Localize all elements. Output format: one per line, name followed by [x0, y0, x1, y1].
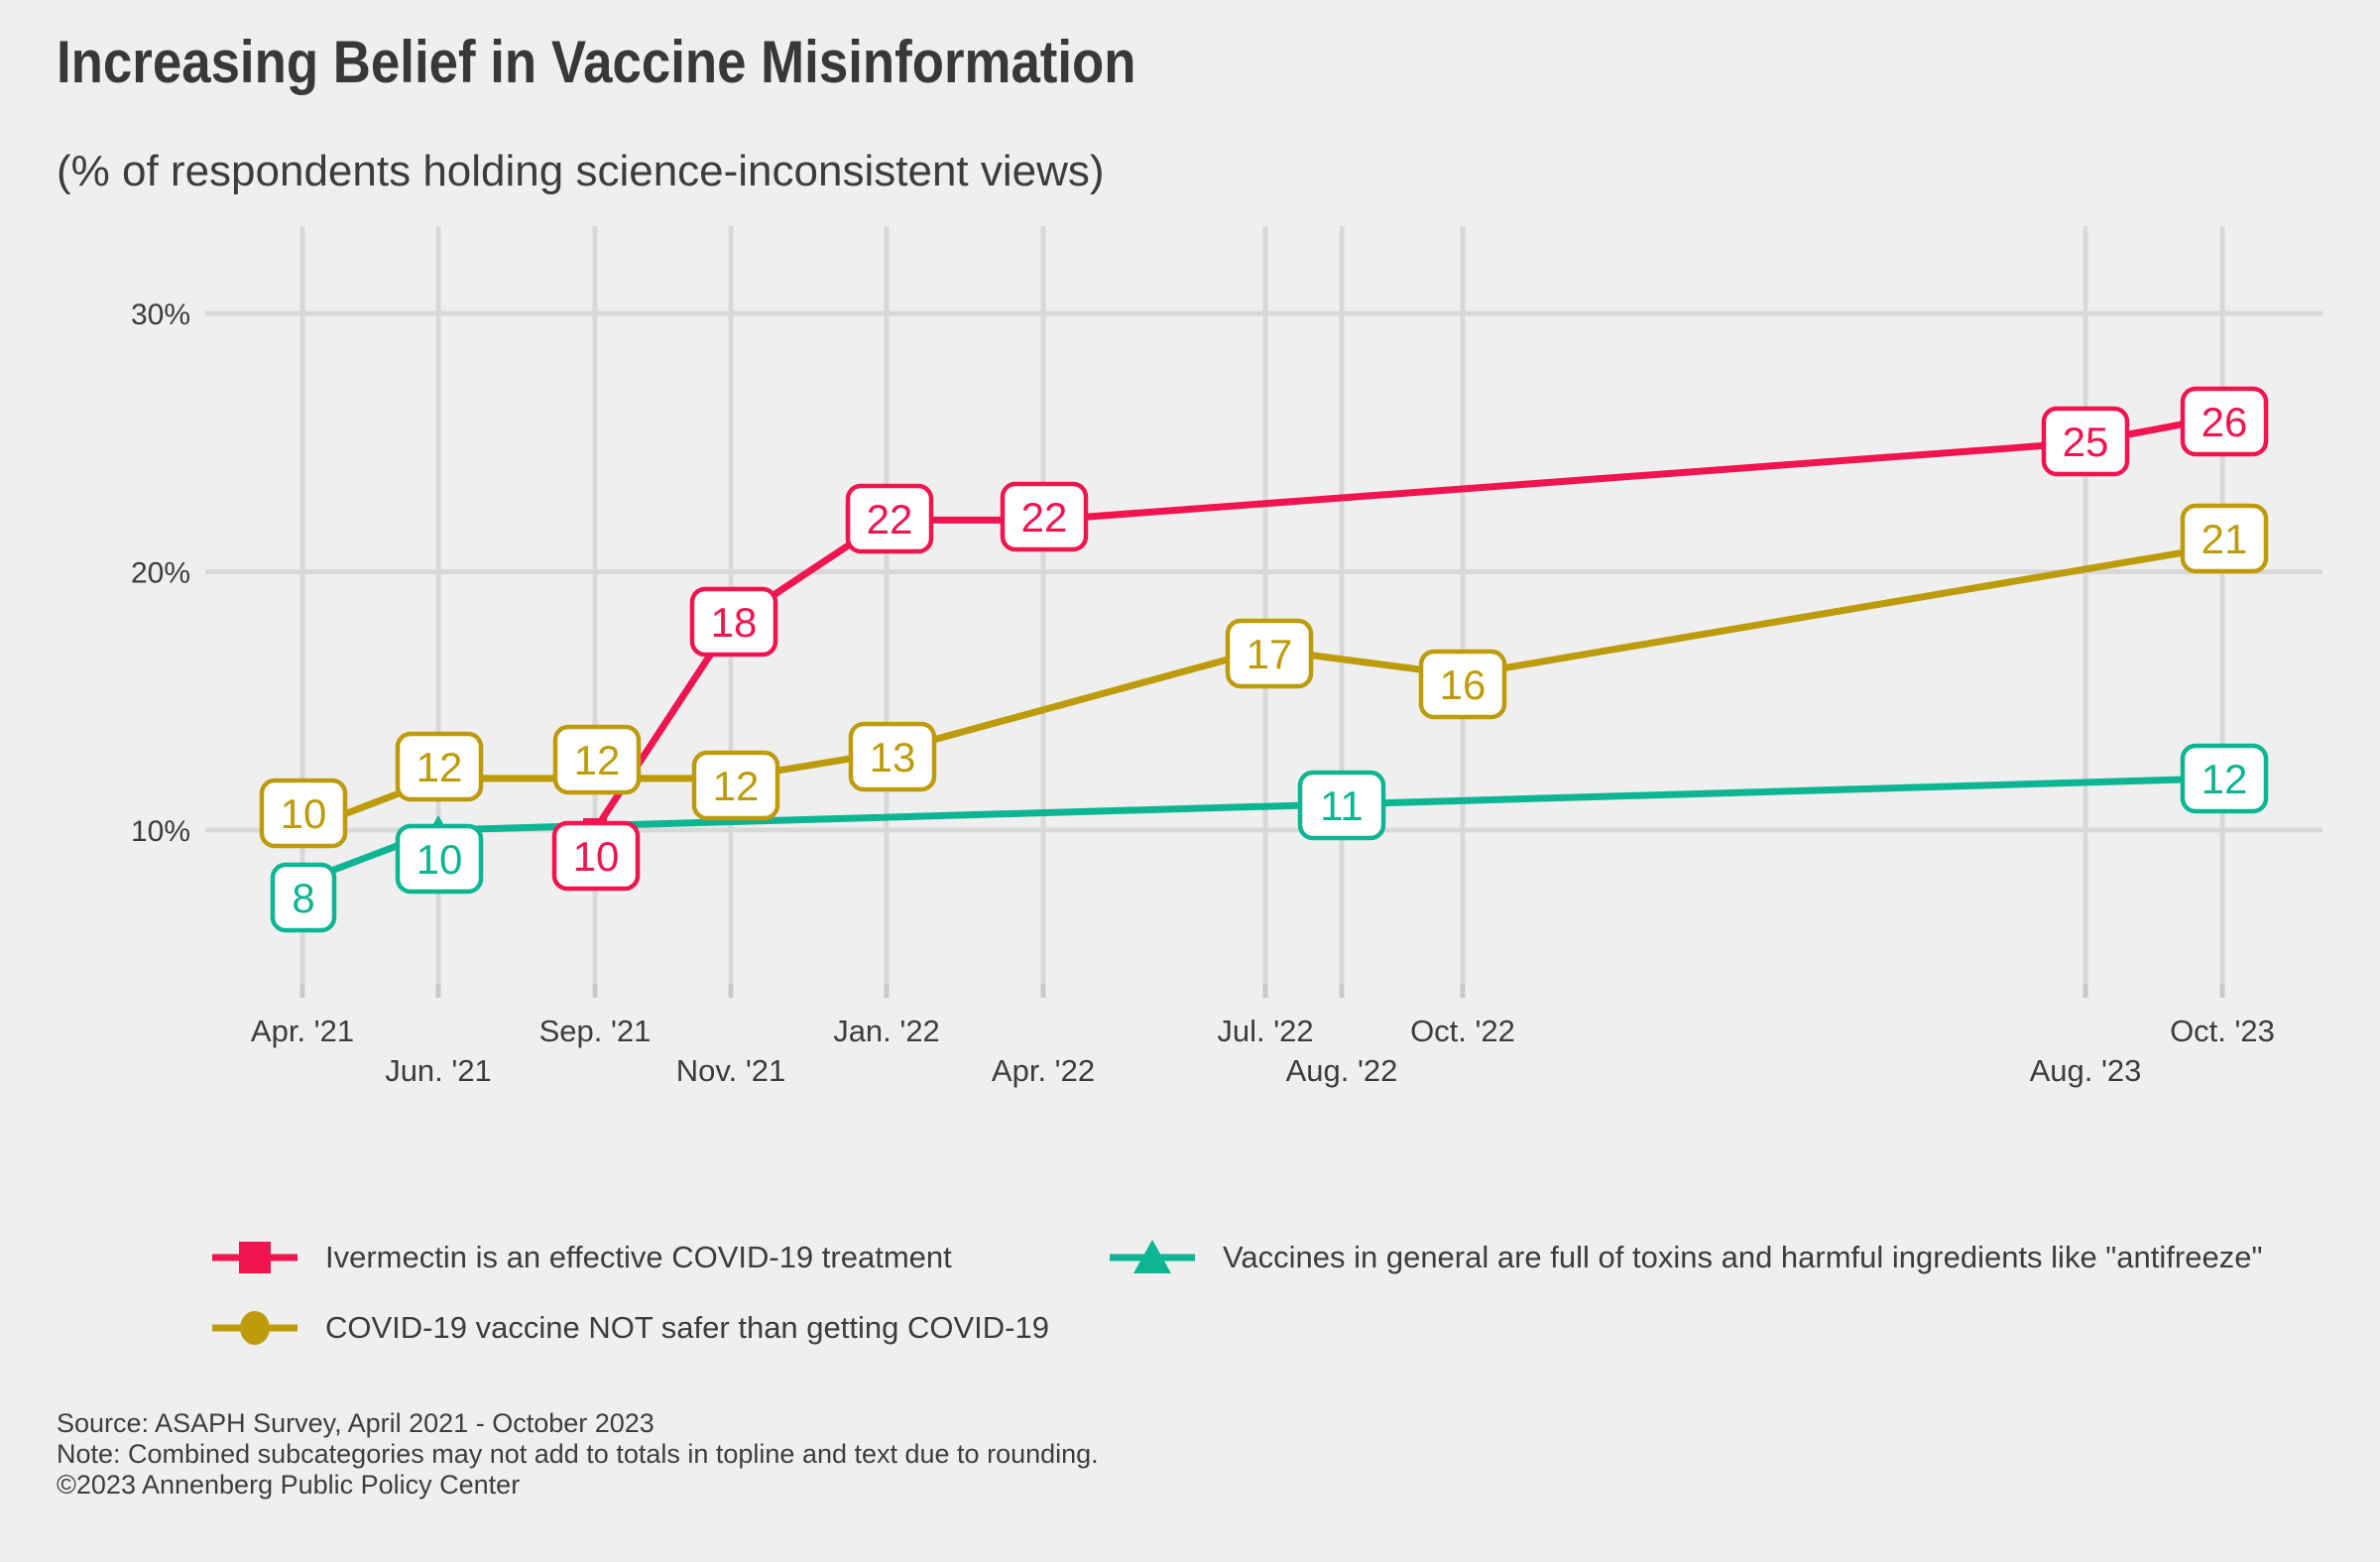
y-axis-label: 30% [131, 299, 190, 331]
x-axis-label: Oct. '23 [2170, 1014, 2275, 1048]
data-point-label: 10 [281, 790, 327, 837]
data-point-label: 21 [2202, 516, 2248, 562]
data-point-label-box [689, 586, 778, 658]
data-point-label: 11 [1320, 782, 1364, 829]
x-axis-label: Aug. '22 [1286, 1053, 1398, 1088]
legend-item-ivermectin: Ivermectin is an effective COVID-19 trea… [208, 1236, 952, 1279]
data-point-label-box [270, 862, 337, 933]
data-point-label: 10 [573, 833, 620, 880]
data-point-label: 12 [713, 763, 760, 809]
data-point-label: 16 [1440, 661, 1487, 708]
series-line-ivermectin [591, 413, 2226, 834]
data-point-label-box [1000, 481, 1089, 552]
data-point-label-box [1418, 649, 1507, 720]
x-axis-label: Jun. '21 [385, 1053, 492, 1088]
legend-label: COVID-19 vaccine NOT safer than getting … [325, 1310, 1049, 1345]
data-point-label-box [845, 483, 934, 554]
data-point-label-box [2180, 743, 2269, 814]
data-point-label-box [2180, 503, 2269, 574]
x-axis-label: Aug. '23 [2030, 1053, 2142, 1088]
x-axis-label: Jan. '22 [833, 1014, 940, 1048]
series-line-toxins [298, 775, 2226, 886]
data-point-label: 22 [1021, 494, 1068, 541]
copyright-text: ©2023 Annenberg Public Policy Center [57, 1470, 521, 1500]
data-point-label-box [259, 778, 348, 849]
data-point-label-box [395, 731, 484, 802]
data-point-label: 25 [2063, 419, 2109, 465]
legend-label: Vaccines in general are full of toxins a… [1223, 1240, 2263, 1274]
circle-marker-icon [212, 1311, 298, 1345]
note-text: Note: Combined subcategories may not add… [57, 1439, 1099, 1469]
footer: Source: ASAPH Survey, April 2021 - Octob… [57, 1408, 1099, 1501]
data-point-label: 12 [2202, 756, 2248, 802]
legend-label: Ivermectin is an effective COVID-19 trea… [325, 1240, 952, 1274]
square-marker-icon [212, 1242, 298, 1273]
data-point-label-box [848, 721, 937, 792]
x-axis-label: Apr. '22 [992, 1053, 1095, 1088]
data-point-label-box [551, 820, 641, 892]
data-point-label-box [1297, 770, 1386, 841]
data-point-label-box [395, 823, 484, 895]
legend-item-toxins: Vaccines in general are full of toxins a… [1106, 1236, 2262, 1279]
legend-item-not-safer: COVID-19 vaccine NOT safer than getting … [208, 1306, 1049, 1350]
data-point-label-box [1225, 618, 1314, 689]
x-axis-label: Nov. '21 [676, 1053, 785, 1088]
data-point-label-box [691, 750, 780, 821]
x-axis-label: Sep. '21 [539, 1014, 652, 1048]
data-point-label: 12 [416, 744, 463, 790]
x-axis-label: Oct. '22 [1410, 1014, 1515, 1048]
data-point-label: 13 [870, 734, 916, 781]
y-axis-label: 20% [131, 557, 190, 590]
data-point-label: 18 [711, 599, 758, 646]
data-point-label: 10 [416, 836, 463, 883]
data-point-label: 17 [1247, 631, 1293, 677]
data-point-label: 22 [867, 496, 913, 542]
data-point-label: 8 [292, 875, 314, 921]
x-axis-label: Apr. '21 [251, 1014, 354, 1048]
source-text: Source: ASAPH Survey, April 2021 - Octob… [57, 1408, 654, 1438]
x-axis-label: Jul. '22 [1217, 1014, 1313, 1048]
y-axis-label: 10% [131, 815, 190, 848]
data-point-label-box [2041, 406, 2130, 477]
data-point-label-box [2180, 386, 2269, 457]
data-point-label: 26 [2202, 399, 2248, 445]
chart-subtitle: (% of respondents holding science-incons… [57, 147, 1105, 195]
triangle-marker-icon [1110, 1240, 1195, 1273]
data-point-label-box [552, 724, 642, 795]
chart-title: Increasing Belief in Vaccine Misinformat… [57, 29, 1136, 95]
data-point-label: 12 [574, 737, 621, 783]
